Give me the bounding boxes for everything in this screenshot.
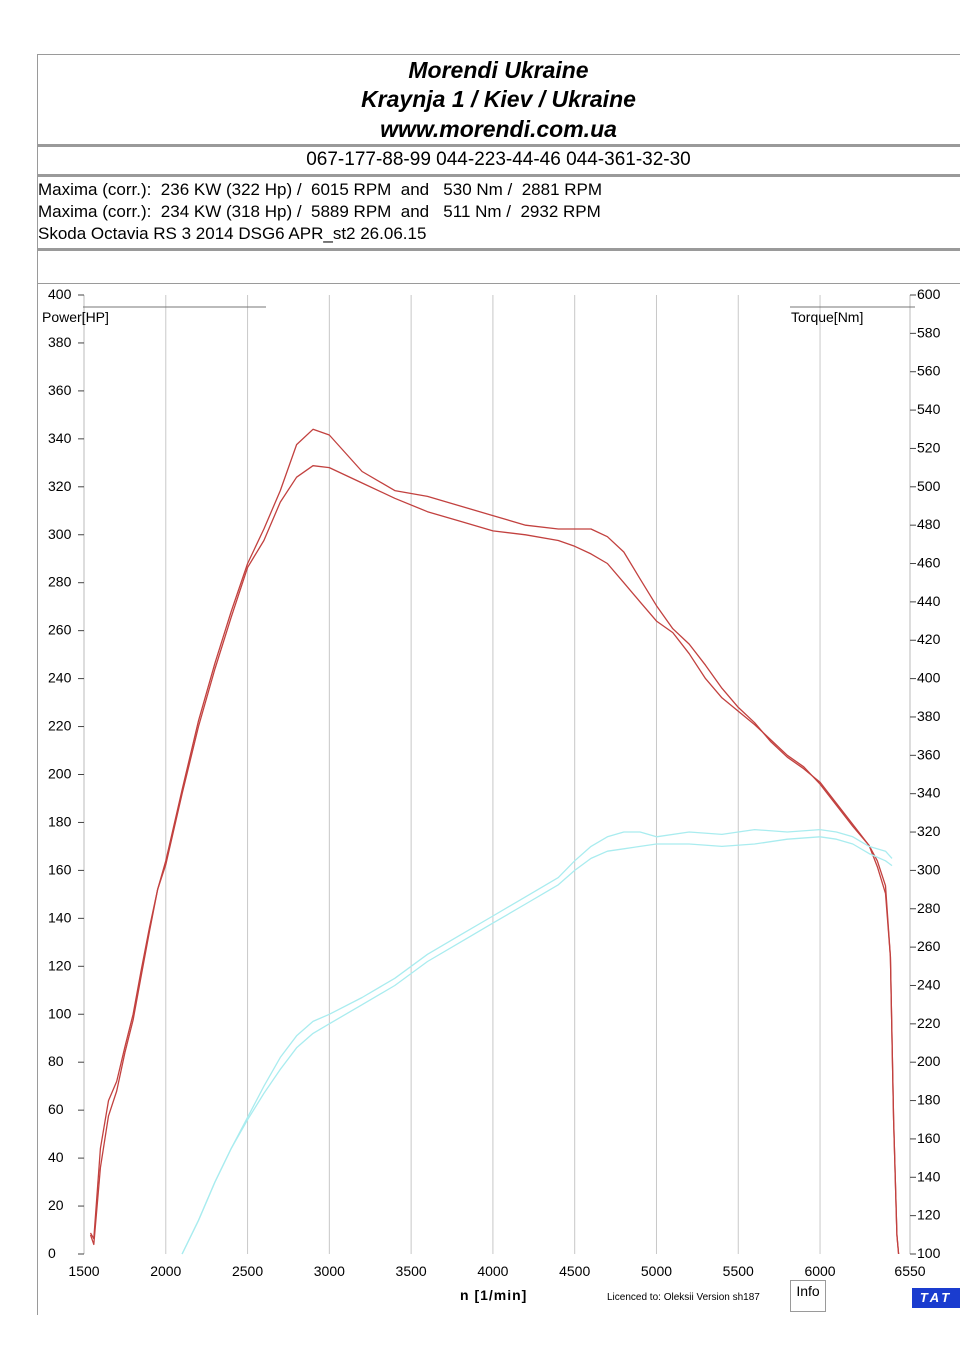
- left-tick-label: 60: [48, 1101, 64, 1117]
- chart-grid: [83, 295, 911, 1254]
- right-tick-label: 460: [917, 555, 941, 571]
- left-tick-label: 240: [48, 670, 72, 686]
- licence-text: Licenced to: Oleksii Version sh187: [607, 1292, 760, 1303]
- right-tick-label: 480: [917, 516, 941, 532]
- left-tick-label: 300: [48, 526, 72, 542]
- left-tick-label: 20: [48, 1197, 64, 1213]
- maxima-line-1: Maxima (corr.): 236 KW (322 Hp) / 6015 R…: [38, 180, 603, 199]
- right-tick-label: 600: [917, 286, 941, 302]
- left-tick-label: 180: [48, 813, 72, 829]
- torque-curve-1: [89, 428, 900, 1255]
- left-tick-label: 400: [48, 286, 72, 302]
- phones-divider: [37, 174, 960, 177]
- right-tick-label: 560: [917, 363, 941, 379]
- x-tick-label: 2000: [150, 1263, 181, 1279]
- chart-top-divider: [37, 283, 960, 284]
- power-curve-4: [181, 836, 893, 1255]
- left-tick-label: 220: [48, 718, 72, 734]
- right-tick-label: 200: [917, 1053, 941, 1069]
- left-tick-label: 40: [48, 1149, 64, 1165]
- left-tick-label: 360: [48, 382, 72, 398]
- right-tick-label: 420: [917, 631, 941, 647]
- left-tick-label: 80: [48, 1053, 64, 1069]
- left-tick-label: 120: [48, 957, 72, 973]
- x-tick-label: 5000: [641, 1263, 672, 1279]
- company-website: www.morendi.com.ua: [380, 116, 617, 142]
- company-name: Morendi Ukraine: [408, 57, 589, 83]
- left-tick-label: 160: [48, 861, 72, 877]
- left-tick-label: 140: [48, 909, 72, 925]
- right-tick-label: 260: [917, 938, 941, 954]
- x-tick-label: 4500: [559, 1263, 590, 1279]
- left-tick-label: 100: [48, 1005, 72, 1021]
- left-tick-label: 280: [48, 574, 72, 590]
- x-tick-label: 5500: [723, 1263, 754, 1279]
- x-tick-label: 4000: [477, 1263, 508, 1279]
- torque-curve-2: [89, 465, 900, 1255]
- right-tick-label: 580: [917, 324, 941, 340]
- power-curve-3: [181, 828, 893, 1255]
- right-tick-label: 440: [917, 593, 941, 609]
- x-tick-label: 1500: [68, 1263, 99, 1279]
- header-divider: [37, 144, 960, 147]
- right-tick-label: 280: [917, 900, 941, 916]
- left-tick-label: 340: [48, 430, 72, 446]
- right-tick-label: 180: [917, 1092, 941, 1108]
- right-tick-label: 140: [917, 1168, 941, 1184]
- x-axis-label: n [1/min]: [460, 1287, 528, 1303]
- report-frame: [37, 54, 960, 1315]
- right-tick-label: 300: [917, 861, 941, 877]
- right-tick-label: 400: [917, 670, 941, 686]
- left-axis-ticks: 0 20 40 60 80 100 120 140 160 180 200 220 240 260 280 3…: [48, 286, 84, 1261]
- right-axis-ticks: 100 120 140 160 180 200 220 240 260 280 300 320 340 3…: [910, 286, 941, 1261]
- tat-badge: TAT: [912, 1288, 960, 1308]
- x-tick-label: 6550: [894, 1263, 925, 1279]
- right-tick-label: 520: [917, 439, 941, 455]
- right-tick-label: 500: [917, 478, 941, 494]
- vehicle-description: Skoda Octavia RS 3 2014 DSG6 APR_st2 26.…: [38, 224, 427, 243]
- x-axis-ticks: 1500 2000 2500 3000 3500 4000 4500 5000 5500 6000…: [68, 1263, 925, 1279]
- left-tick-label: 260: [48, 622, 72, 638]
- x-tick-label: 3500: [396, 1263, 427, 1279]
- right-tick-label: 320: [917, 823, 941, 839]
- left-tick-label: 320: [48, 478, 72, 494]
- chart-series: [89, 428, 900, 1255]
- right-tick-label: 340: [917, 785, 941, 801]
- right-tick-label: 360: [917, 746, 941, 762]
- y-axis-label: Power[HP]: [42, 309, 109, 325]
- info-button[interactable]: Info: [790, 1280, 826, 1312]
- x-tick-label: 3000: [314, 1263, 345, 1279]
- maxima-line-2: Maxima (corr.): 234 KW (318 Hp) / 5889 R…: [38, 202, 601, 221]
- x-tick-label: 6000: [804, 1263, 835, 1279]
- left-tick-label: 380: [48, 334, 72, 350]
- right-tick-label: 380: [917, 708, 941, 724]
- right-tick-label: 220: [917, 1015, 941, 1031]
- phone-numbers: 067-177-88-99 044-223-44-46 044-361-32-3…: [306, 149, 691, 170]
- right-tick-label: 240: [917, 976, 941, 992]
- right-tick-label: 100: [917, 1245, 941, 1261]
- company-address: Kraynja 1 / Kiev / Ukraine: [361, 86, 636, 112]
- x-tick-label: 2500: [232, 1263, 263, 1279]
- y2-axis-label: Torque[Nm]: [791, 309, 863, 325]
- right-tick-label: 540: [917, 401, 941, 417]
- info-divider: [37, 248, 960, 251]
- left-tick-label: 0: [48, 1245, 56, 1261]
- right-tick-label: 120: [917, 1207, 941, 1223]
- info-button-label: Info: [796, 1283, 820, 1299]
- right-tick-label: 160: [917, 1130, 941, 1146]
- left-tick-label: 200: [48, 766, 72, 782]
